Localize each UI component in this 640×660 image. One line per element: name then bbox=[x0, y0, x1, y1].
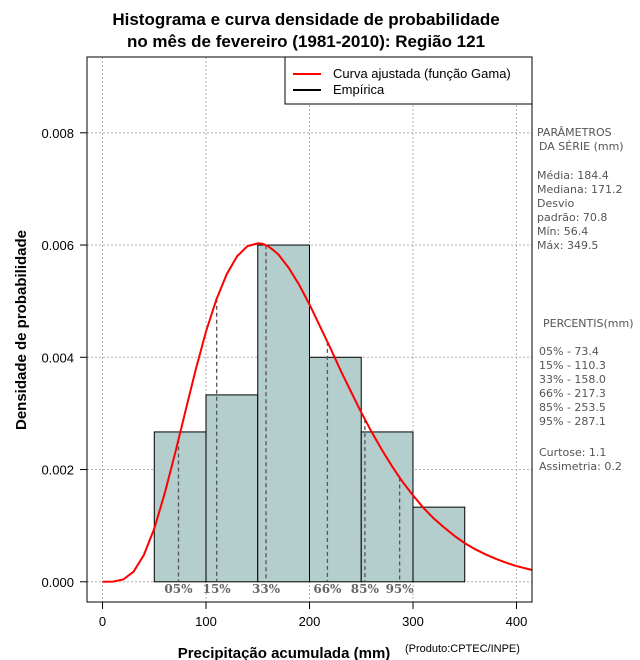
percentil-05: 05% - 73.4 bbox=[539, 345, 599, 358]
percentile-markers: 05% 15% 33% 66% 85% 95% bbox=[164, 245, 414, 596]
histogram-bars bbox=[153, 244, 466, 583]
percentile-label: 66% bbox=[313, 582, 342, 596]
chart-title-line-1: Histograma e curva densidade de probabil… bbox=[112, 10, 499, 29]
percentil-85: 85% - 253.5 bbox=[539, 401, 606, 414]
percentis-title: PERCENTIS(mm) bbox=[543, 317, 634, 330]
histogram-bar bbox=[205, 394, 259, 583]
legend-label-curve: Curva ajustada (função Gama) bbox=[333, 66, 511, 81]
x-axis: 0 100 200 300 400 bbox=[99, 601, 528, 629]
percentile-label: 85% bbox=[351, 582, 380, 596]
x-tick-label: 100 bbox=[195, 614, 217, 629]
x-tick-label: 0 bbox=[99, 614, 106, 629]
percentil-33: 33% - 158.0 bbox=[539, 373, 606, 386]
y-tick-label: 0.002 bbox=[41, 463, 74, 478]
x-tick-label: 400 bbox=[506, 614, 528, 629]
stat-desvio: Desvio bbox=[537, 197, 575, 210]
stat-media: Média: 184.4 bbox=[537, 169, 609, 182]
y-tick-label: 0.000 bbox=[41, 575, 74, 590]
credit-note: (Produto:CPTEC/INPE) bbox=[405, 643, 520, 655]
stat-max: Máx: 349.5 bbox=[537, 239, 598, 252]
histogram-bar bbox=[153, 431, 207, 583]
legend-label-empirical: Empírica bbox=[333, 82, 385, 97]
legend: Curva ajustada (função Gama) Empírica bbox=[284, 56, 533, 105]
y-axis: 0.000 0.002 0.004 0.006 0.008 bbox=[41, 126, 87, 590]
stat-padrao: padrão: 70.8 bbox=[537, 211, 607, 224]
y-tick-label: 0.006 bbox=[41, 238, 74, 253]
stat-curtose: Curtose: 1.1 bbox=[539, 446, 606, 459]
fitted-gamma-curve bbox=[102, 242, 533, 583]
params-title-1: PARÂMETROS bbox=[537, 126, 612, 139]
y-tick-label: 0.004 bbox=[41, 350, 74, 365]
percentil-95: 95% - 287.1 bbox=[539, 415, 606, 428]
percentile-label: 15% bbox=[203, 582, 232, 596]
percentil-66: 66% - 217.3 bbox=[539, 387, 606, 400]
histogram-bar bbox=[309, 356, 362, 583]
stat-mediana: Mediana: 171.2 bbox=[537, 183, 622, 196]
stat-assimetria: Assimetria: 0.2 bbox=[539, 460, 622, 473]
x-axis-label: Precipitação acumulada (mm) bbox=[178, 645, 391, 660]
histogram-bar bbox=[360, 431, 414, 583]
legend-box bbox=[284, 56, 533, 105]
x-tick-label: 300 bbox=[402, 614, 424, 629]
params-title-2: DA SÉRIE (mm) bbox=[539, 140, 624, 153]
histogram-bar bbox=[412, 506, 466, 583]
percentil-15: 15% - 110.3 bbox=[539, 359, 606, 372]
percentile-label: 95% bbox=[386, 582, 415, 596]
y-tick-label: 0.008 bbox=[41, 126, 74, 141]
stat-min: Mín: 56.4 bbox=[537, 225, 588, 238]
stats-panel: PARÂMETROS DA SÉRIE (mm) Média: 184.4 Me… bbox=[537, 126, 634, 473]
chart-title-line-2: no mês de fevereiro (1981-2010): Região … bbox=[127, 32, 485, 51]
percentile-label: 05% bbox=[164, 582, 193, 596]
x-tick-label: 200 bbox=[299, 614, 321, 629]
percentile-label: 33% bbox=[252, 582, 281, 596]
y-axis-label: Densidade de probabilidade bbox=[13, 230, 30, 430]
